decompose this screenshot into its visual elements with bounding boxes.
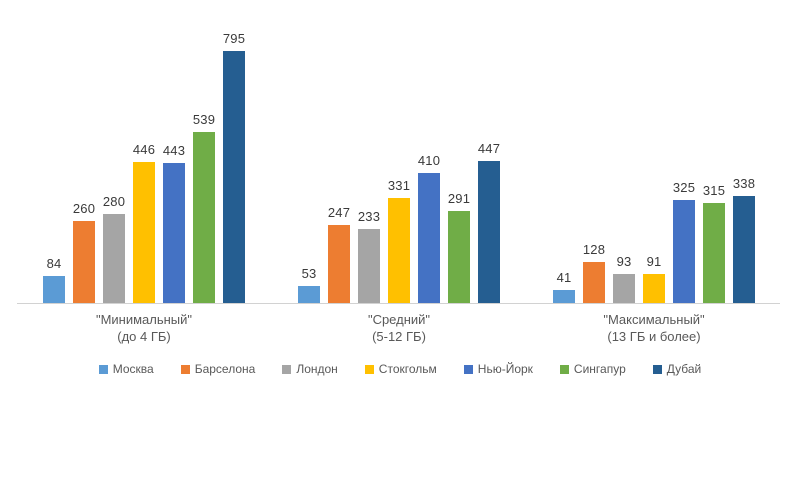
bar-value-label: 91 bbox=[646, 254, 662, 269]
legend-swatch-icon bbox=[98, 364, 108, 374]
bar-Стокгольм-1 bbox=[133, 162, 155, 303]
bar-Барселона-3 bbox=[583, 262, 605, 303]
legend-item-Дубай: Дубай bbox=[652, 362, 702, 376]
legend-label: Лондон bbox=[296, 362, 338, 376]
category-label-line1: "Средний" bbox=[367, 312, 431, 327]
legend-label: Стокгольм bbox=[378, 362, 437, 376]
bar-value-label: 260 bbox=[72, 201, 96, 216]
category-label-line2: (5-12 ГБ) bbox=[372, 329, 426, 344]
bar-value-label: 128 bbox=[582, 242, 606, 257]
category-label-line2: (до 4 ГБ) bbox=[117, 329, 171, 344]
bar-Стокгольм-3 bbox=[643, 274, 665, 303]
bar-value-label: 539 bbox=[192, 112, 216, 127]
category-label-line1: "Максимальный" bbox=[603, 312, 705, 327]
category-label-line2: (13 ГБ и более) bbox=[607, 329, 701, 344]
bar-value-label: 443 bbox=[162, 143, 186, 158]
legend-swatch-icon bbox=[463, 364, 473, 374]
bar-value-label: 446 bbox=[132, 142, 156, 157]
legend-label: Барселона bbox=[194, 362, 256, 376]
bar-value-label: 233 bbox=[357, 209, 381, 224]
legend-label: Сингапур bbox=[573, 362, 626, 376]
legend-item-Стокгольм: Стокгольм bbox=[364, 362, 437, 376]
x-axis-line bbox=[17, 303, 780, 304]
legend-swatch-icon bbox=[652, 364, 662, 374]
bar-value-label: 338 bbox=[732, 176, 756, 191]
category-label-2: "Средний" (5-12 ГБ) bbox=[294, 311, 504, 345]
category-label-3: "Максимальный" (13 ГБ и более) bbox=[549, 311, 759, 345]
legend-swatch-icon bbox=[559, 364, 569, 374]
bar-Нью-Йорк-1 bbox=[163, 163, 185, 303]
bar-value-label: 325 bbox=[672, 180, 696, 195]
bar-Дубай-2 bbox=[478, 161, 500, 303]
legend-item-Нью-Йорк: Нью-Йорк bbox=[463, 362, 533, 376]
bar-value-label: 447 bbox=[477, 141, 501, 156]
bar-value-label: 291 bbox=[447, 191, 471, 206]
bar-Москва-1 bbox=[43, 276, 65, 303]
bar-value-label: 795 bbox=[222, 31, 246, 46]
bar-Лондон-3 bbox=[613, 274, 635, 303]
bar-value-label: 315 bbox=[702, 183, 726, 198]
bar-Барселона-2 bbox=[328, 225, 350, 303]
legend-label: Москва bbox=[112, 362, 154, 376]
bar-value-label: 331 bbox=[387, 178, 411, 193]
bar-value-label: 93 bbox=[616, 254, 632, 269]
bar-Сингапур-1 bbox=[193, 132, 215, 303]
bar-Дубай-1 bbox=[223, 51, 245, 303]
bar-value-label: 247 bbox=[327, 205, 351, 220]
legend-label: Нью-Йорк bbox=[477, 362, 533, 376]
bar-value-label: 84 bbox=[46, 256, 62, 271]
bar-Москва-2 bbox=[298, 286, 320, 303]
legend-label: Дубай bbox=[666, 362, 702, 376]
legend-swatch-icon bbox=[180, 364, 190, 374]
bar-Лондон-1 bbox=[103, 214, 125, 303]
bar-Москва-3 bbox=[553, 290, 575, 303]
category-label-1: "Минимальный" (до 4 ГБ) bbox=[39, 311, 249, 345]
legend-swatch-icon bbox=[364, 364, 374, 374]
bar-Нью-Йорк-3 bbox=[673, 200, 695, 303]
bar-Сингапур-2 bbox=[448, 211, 470, 303]
legend: Москва Барселона Лондон Стокгольм Нью-Йорк Си… bbox=[0, 362, 800, 376]
bar-value-label: 41 bbox=[556, 270, 572, 285]
bar-Лондон-2 bbox=[358, 229, 380, 303]
legend-item-Барселона: Барселона bbox=[180, 362, 256, 376]
legend-item-Москва: Москва bbox=[98, 362, 154, 376]
bar-value-label: 280 bbox=[102, 194, 126, 209]
legend-swatch-icon bbox=[282, 364, 292, 374]
bar-Барселона-1 bbox=[73, 221, 95, 303]
bar-value-label: 410 bbox=[417, 153, 441, 168]
bar-Сингапур-3 bbox=[703, 203, 725, 303]
legend-item-Сингапур: Сингапур bbox=[559, 362, 626, 376]
bar-Дубай-3 bbox=[733, 196, 755, 303]
category-label-line1: "Минимальный" bbox=[95, 312, 193, 327]
legend-item-Лондон: Лондон bbox=[282, 362, 338, 376]
bar-value-label: 53 bbox=[301, 266, 317, 281]
bar-Нью-Йорк-2 bbox=[418, 173, 440, 303]
bar-Стокгольм-2 bbox=[388, 198, 410, 303]
